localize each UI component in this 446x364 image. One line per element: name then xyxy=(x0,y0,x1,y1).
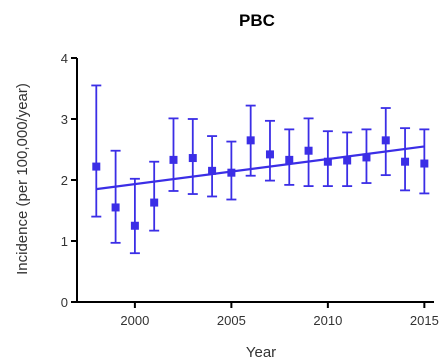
data-point-2004 xyxy=(208,166,217,175)
data-point-2015 xyxy=(420,159,429,168)
data-point-2012 xyxy=(362,153,371,162)
data-point-2003 xyxy=(188,154,197,163)
data-point-2008 xyxy=(285,155,294,164)
data-point-2007 xyxy=(265,150,274,159)
data-point-1998 xyxy=(92,162,101,171)
data-point-2006 xyxy=(246,136,255,145)
plot-layer: 0 1 2 3 4 2000 2005 2010 2015 xyxy=(61,51,439,328)
x-axis-label: Year xyxy=(246,344,276,361)
data-point-2014 xyxy=(401,157,410,166)
data-point-2011 xyxy=(343,156,352,165)
y-tick-label-1: 1 xyxy=(61,234,68,249)
data-point-2001 xyxy=(150,198,159,207)
y-tick-label-2: 2 xyxy=(61,173,68,188)
y-tick-label-0: 0 xyxy=(61,295,68,310)
x-tick-label-2000: 2000 xyxy=(120,313,149,328)
x-tick-label-2010: 2010 xyxy=(313,313,342,328)
data-point-1999 xyxy=(111,203,120,212)
trend-line xyxy=(96,145,425,191)
x-tick-label-2005: 2005 xyxy=(217,313,246,328)
y-tick-label-4: 4 xyxy=(61,51,68,66)
data-point-2005 xyxy=(227,168,236,177)
y-tick-label-3: 3 xyxy=(61,112,68,127)
data-point-2009 xyxy=(304,146,313,155)
x-tick-label-2015: 2015 xyxy=(410,313,439,328)
data-point-2013 xyxy=(381,136,390,145)
data-point-2002 xyxy=(169,155,178,164)
y-axis-label: Incidence (per 100,000/year) xyxy=(14,83,31,275)
chart-title: PBC xyxy=(239,11,275,30)
data-point-2010 xyxy=(323,157,332,166)
data-point-2000 xyxy=(130,221,139,230)
